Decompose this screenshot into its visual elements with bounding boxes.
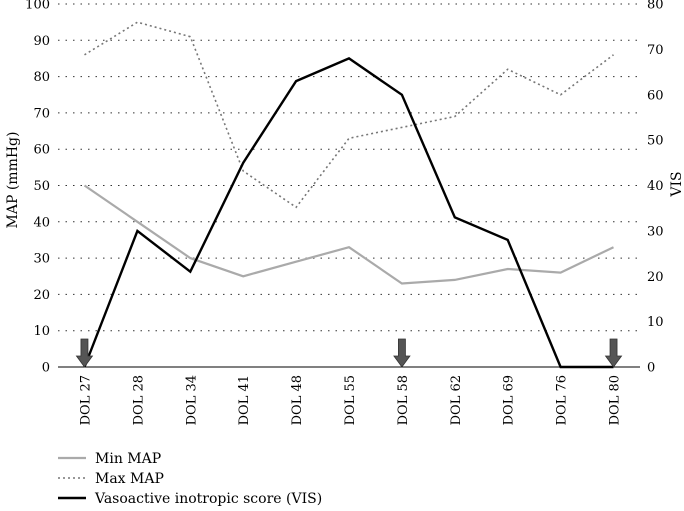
left-y-tick-label: 0 [42,361,50,376]
arrow-marker [393,338,411,368]
legend-label: Max MAP [95,471,164,487]
right-y-axis-label: VIS [669,171,684,197]
legend-label: Min MAP [95,451,161,467]
series-lines [83,21,614,369]
left-y-tick-label: 20 [33,288,50,303]
right-y-tick-label: 50 [647,134,664,149]
x-tick-label: DOL 62 [449,375,464,425]
x-tick-label: DOL 58 [396,375,411,425]
series-line-2 [83,57,614,369]
left-y-tick-label: 50 [33,179,50,194]
left-y-tick-label: 100 [25,0,50,13]
x-tick-label: DOL 80 [608,375,623,425]
arrow-marker [75,338,94,368]
x-tick-label: DOL 55 [343,375,358,425]
right-y-axis-ticks: 0 10 20 30 40 50 60 70 80 [647,0,664,376]
x-tick-label: DOL 27 [78,375,93,425]
right-y-tick-label: 10 [647,315,664,330]
right-y-tick-label: 30 [647,224,664,239]
left-y-tick-label: 70 [33,106,50,121]
legend-label: Vasoactive inotropic score (VIS) [94,491,322,507]
grid-lines [58,3,640,368]
x-tick-label: DOL 69 [502,375,517,425]
series-line-1 [84,21,614,209]
right-y-tick-label: 0 [647,361,655,376]
right-y-tick-label: 60 [647,88,664,103]
legend: Min MAP Max MAP Vasoactive inotropic score… [58,451,322,507]
x-tick-label: DOL 28 [131,375,146,425]
left-y-tick-label: 80 [33,70,50,85]
right-y-tick-label: 80 [647,0,664,13]
left-y-tick-label: 90 [33,34,50,49]
right-y-tick-label: 20 [647,270,664,285]
series-line-0 [83,184,614,285]
x-tick-label: DOL 41 [237,375,252,425]
left-y-axis-label: MAP (mmHg) [5,132,21,229]
x-axis-ticks: DOL 27 DOL 28 DOL 34 DOL 41 DOL 48 DOL 55 DOL … [78,375,622,425]
left-y-axis-ticks: 0 10 20 30 40 50 60 70 80 90 100 [25,0,50,376]
left-y-tick-label: 10 [33,324,50,339]
right-y-tick-label: 70 [647,43,664,58]
x-tick-label: DOL 48 [290,375,305,425]
x-tick-label: DOL 76 [555,375,570,425]
right-y-tick-label: 40 [647,179,664,194]
arrow-marker [604,338,623,368]
arrow-markers [75,338,623,368]
left-y-tick-label: 30 [33,252,50,267]
left-y-tick-label: 40 [33,215,50,230]
x-tick-label: DOL 34 [184,375,199,425]
left-y-tick-label: 60 [33,143,50,158]
